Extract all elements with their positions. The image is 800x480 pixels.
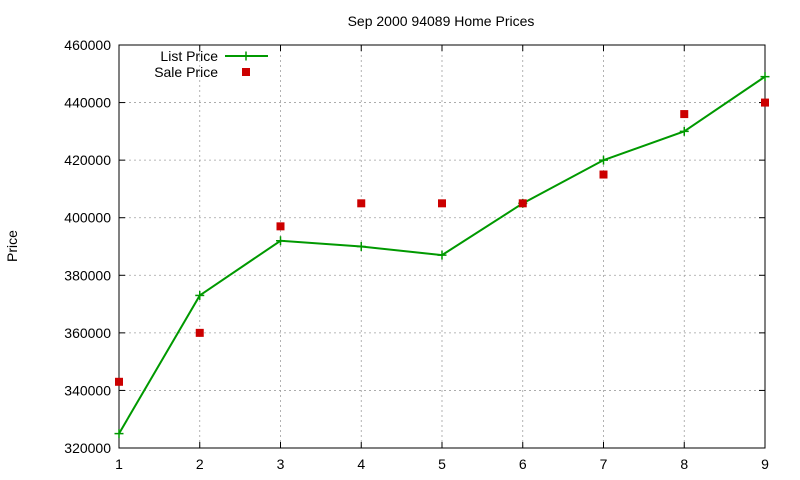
list-price-point (760, 72, 770, 82)
x-tick-label: 1 (115, 456, 123, 472)
list-price-point (276, 236, 285, 246)
x-tick-label: 7 (600, 456, 608, 472)
x-tick-label: 9 (761, 456, 769, 472)
list-price-point (195, 290, 205, 300)
sale-price-point (518, 199, 527, 208)
x-tick-label: 4 (357, 456, 365, 472)
list-price-point (599, 155, 608, 165)
y-tick-label: 380000 (64, 267, 111, 283)
sale-price-point (195, 328, 204, 337)
y-tick-label: 340000 (64, 382, 111, 398)
x-tick-label: 3 (277, 456, 285, 472)
y-axis-label: Price (4, 230, 20, 262)
chart-title: Sep 2000 94089 Home Prices (348, 13, 535, 29)
axis-ticks: 320000 340000 360000 380000 400000 420000 4400… (64, 37, 769, 472)
list-price-point (437, 250, 447, 260)
y-tick-label: 400000 (64, 210, 111, 226)
y-tick-label: 460000 (64, 37, 111, 53)
list-price-point (356, 242, 366, 251)
sale-price-point (276, 222, 285, 231)
x-tick-label: 5 (438, 456, 446, 472)
sale-price-point (599, 170, 608, 179)
legend-square-marker (242, 68, 250, 76)
series-list-price (114, 72, 770, 439)
x-tick-label: 2 (196, 456, 204, 472)
sale-price-point (761, 98, 769, 107)
sale-price-point (357, 199, 366, 208)
legend-label: Sale Price (154, 64, 218, 80)
y-tick-label: 440000 (64, 95, 111, 111)
x-tick-label: 8 (680, 456, 688, 472)
sale-price-point (680, 110, 689, 119)
y-tick-label: 420000 (64, 152, 111, 168)
grid-lines (119, 45, 765, 448)
plot-frame (118, 44, 766, 449)
y-tick-label: 320000 (64, 440, 111, 456)
list-price-point (679, 126, 689, 136)
series-sale-price (115, 98, 769, 386)
legend-plus-marker (241, 51, 251, 61)
series-layer (114, 72, 770, 439)
legend-label: List Price (160, 48, 218, 64)
y-tick-label: 360000 (64, 325, 111, 341)
sale-price-point (115, 377, 123, 386)
x-tick-label: 6 (519, 456, 527, 472)
list-price-point (114, 429, 124, 439)
sale-price-point (438, 199, 446, 208)
